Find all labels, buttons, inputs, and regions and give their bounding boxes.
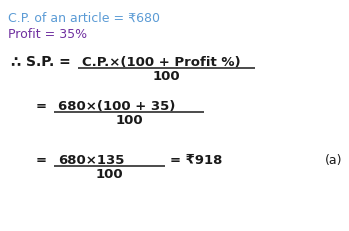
Text: =: = — [36, 154, 47, 167]
Text: 680×(100 + 35): 680×(100 + 35) — [58, 100, 176, 113]
Text: 100: 100 — [96, 168, 123, 181]
Text: C.P. of an article = ₹680: C.P. of an article = ₹680 — [8, 12, 160, 25]
Text: C.P.×(100 + Profit %): C.P.×(100 + Profit %) — [82, 56, 240, 69]
Text: Profit = 35%: Profit = 35% — [8, 28, 87, 41]
Text: 100: 100 — [153, 70, 180, 83]
Text: ∴: ∴ — [10, 55, 20, 70]
Text: =: = — [36, 100, 47, 113]
Text: 100: 100 — [115, 114, 143, 127]
Text: (a): (a) — [325, 154, 342, 167]
Text: 680×135: 680×135 — [58, 154, 124, 167]
Text: = ₹918: = ₹918 — [170, 154, 222, 167]
Text: S.P. =: S.P. = — [26, 55, 71, 69]
